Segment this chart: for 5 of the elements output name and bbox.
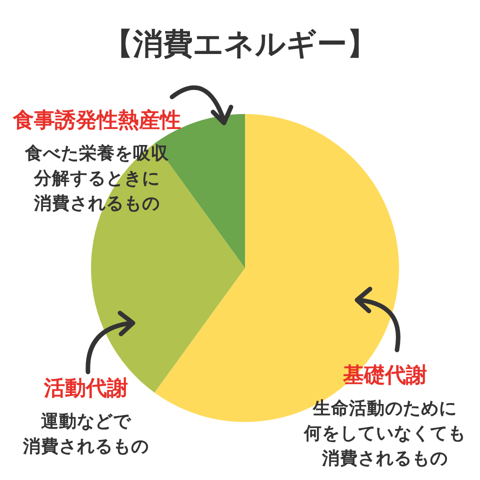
slice-label: 食事誘発性熱産性 — [12, 108, 181, 132]
text: 運動などで消費されるもの — [22, 411, 149, 457]
slice-label: 活動代謝 — [43, 376, 128, 400]
chart-title: 【消費エネルギー】 — [103, 27, 377, 62]
text: 生命活動のために何をしていなくても消費されるもの — [303, 398, 466, 469]
